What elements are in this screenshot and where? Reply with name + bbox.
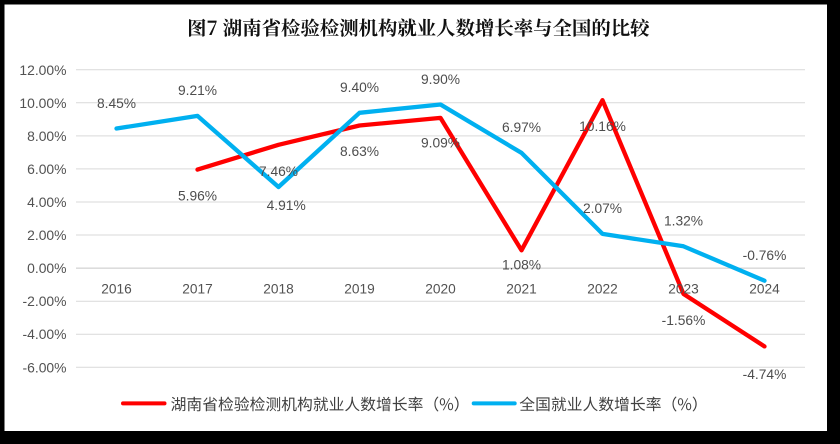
svg-text:1.32%: 1.32% (664, 214, 703, 229)
svg-text:2022: 2022 (587, 282, 617, 297)
svg-text:2.07%: 2.07% (583, 201, 622, 216)
svg-text:-0.76%: -0.76% (743, 248, 787, 263)
svg-text:4.00%: 4.00% (27, 194, 66, 210)
svg-text:9.40%: 9.40% (340, 80, 379, 95)
svg-text:10.16%: 10.16% (579, 119, 626, 134)
svg-text:6.97%: 6.97% (502, 120, 541, 135)
svg-text:0.00%: 0.00% (27, 260, 66, 276)
svg-text:2024: 2024 (749, 282, 780, 297)
svg-text:8.45%: 8.45% (97, 96, 136, 111)
svg-text:7.46%: 7.46% (259, 164, 298, 179)
svg-text:8.00%: 8.00% (27, 128, 66, 144)
svg-text:9.21%: 9.21% (178, 83, 217, 98)
svg-text:-1.56%: -1.56% (662, 313, 706, 328)
svg-text:12.00%: 12.00% (19, 62, 66, 78)
svg-text:10.00%: 10.00% (19, 95, 66, 111)
svg-text:2018: 2018 (263, 282, 294, 297)
svg-text:4.91%: 4.91% (267, 198, 306, 213)
svg-text:1.08%: 1.08% (502, 258, 541, 273)
svg-text:2016: 2016 (101, 282, 132, 297)
svg-text:2023: 2023 (668, 282, 699, 297)
svg-text:9.90%: 9.90% (421, 72, 460, 87)
svg-text:8.63%: 8.63% (340, 144, 379, 159)
svg-text:2017: 2017 (182, 282, 212, 297)
svg-text:2.00%: 2.00% (27, 227, 66, 243)
svg-text:-6.00%: -6.00% (22, 359, 66, 375)
svg-text:-4.74%: -4.74% (743, 367, 787, 382)
svg-text:9.09%: 9.09% (421, 136, 460, 151)
svg-text:6.00%: 6.00% (27, 161, 66, 177)
svg-text:5.96%: 5.96% (178, 189, 217, 204)
svg-text:-2.00%: -2.00% (22, 293, 66, 309)
svg-text:2021: 2021 (506, 282, 536, 297)
svg-text:-4.00%: -4.00% (22, 326, 66, 342)
svg-text:2019: 2019 (344, 282, 374, 297)
svg-text:2020: 2020 (425, 282, 456, 297)
